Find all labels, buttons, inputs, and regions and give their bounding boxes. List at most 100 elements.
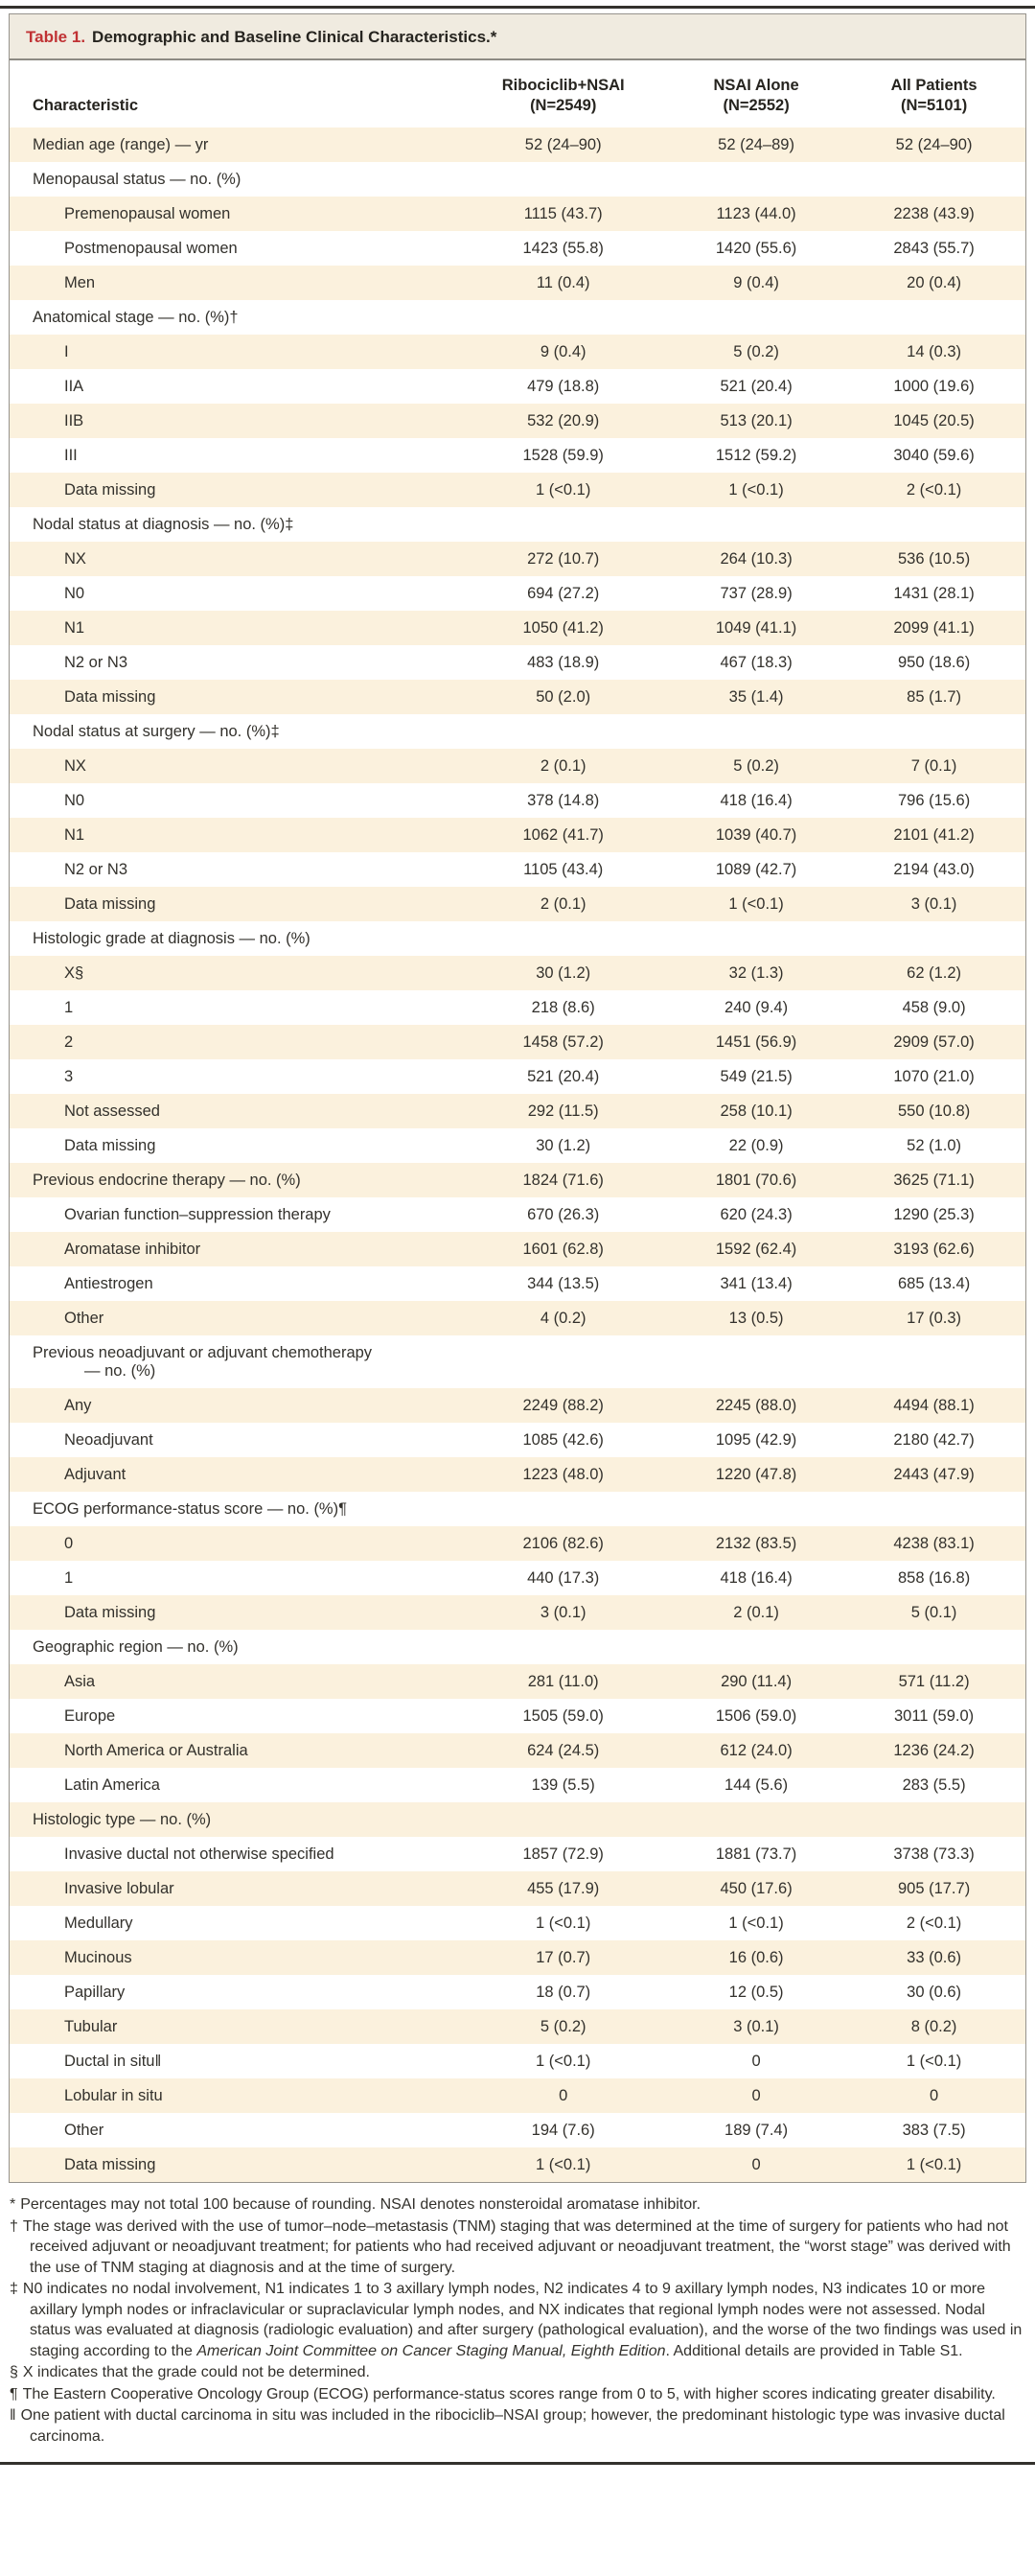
table-row: X§ 30 (1.2) 32 (1.3) 62 (1.2) [10,956,1025,991]
row-value: 4 (0.2) [540,1310,586,1328]
row-value: 1505 (59.0) [522,1707,604,1726]
column-header-line2: (N=5101) [900,97,968,115]
table-row: NX 272 (10.7) 264 (10.3) 536 (10.5) [10,542,1025,577]
row-value: 12 (0.5) [728,1984,784,2002]
row-value: 52 (1.0) [907,1137,962,1155]
row-value: 521 (20.4) [527,1068,600,1086]
row-label: N1 [64,826,85,845]
column-header-all-patients: All Patients (N=5101) [842,60,1025,128]
table-row: Lobular in situ 0 0 0 [10,2078,1025,2114]
row-label: Papillary [64,1984,126,2002]
bottom-rule [0,2462,1035,2466]
row-value: 2099 (41.1) [893,619,975,638]
table-body: Median age (range) — yr 52 (24–90) 52 (24–… [10,128,1025,2183]
row-value [456,1630,670,1664]
row-value: 2101 (41.2) [893,826,975,845]
row-value: 3 (0.1) [540,1604,586,1622]
table-row: Histologic type — no. (%) [10,1802,1025,1838]
column-header-line2: (N=2552) [723,97,790,115]
row-value: 290 (11.4) [721,1673,793,1691]
row-value [456,300,670,335]
row-value: 458 (9.0) [902,999,966,1017]
table-row: Latin America 139 (5.5) 144 (5.6) 283 (5.5) [10,1768,1025,1803]
row-value: 1 (<0.1) [536,1915,591,1933]
row-label: N0 [64,585,85,603]
row-value: 22 (0.9) [728,1137,784,1155]
row-value: 1115 (43.7) [523,205,603,223]
row-value: 549 (21.5) [720,1068,793,1086]
row-value: 1 (<0.1) [728,481,784,499]
row-value: 1512 (59.2) [715,447,797,465]
table-row: Data missing 1 (<0.1) 0 1 (<0.1) [10,2147,1025,2183]
table-row: 0 2106 (82.6) 2132 (83.5) 4238 (83.1) [10,1526,1025,1562]
table-row: Any 2249 (88.2) 2245 (88.0) 4494 (88.1) [10,1388,1025,1424]
table-number-label: Table 1. [26,28,86,46]
row-value: 796 (15.6) [897,792,971,810]
row-value: 52 (24–89) [718,136,794,154]
row-value: 1857 (72.9) [522,1845,604,1864]
table-row: N2 or N3 483 (18.9) 467 (18.3) 950 (18.6) [10,645,1025,681]
column-header-ribociclib-nsai: Ribociclib+NSAI (N=2549) [456,60,670,128]
row-label: Data missing [64,2156,156,2174]
row-value [842,1630,1025,1664]
row-value: 2238 (43.9) [893,205,975,223]
table-row: Men 11 (0.4) 9 (0.4) 20 (0.4) [10,266,1025,301]
row-label: Aromatase inhibitor [64,1241,201,1259]
row-value [456,507,670,542]
row-label: Any [64,1397,92,1415]
row-value: 1039 (40.7) [715,826,797,845]
table-row: Asia 281 (11.0) 290 (11.4) 571 (11.2) [10,1664,1025,1700]
row-label: Medullary [64,1915,133,1933]
row-value: 264 (10.3) [720,550,793,569]
column-header-nsai-alone: NSAI Alone (N=2552) [669,60,843,128]
row-value: 20 (0.4) [907,274,962,292]
row-value: 2909 (57.0) [893,1033,975,1052]
row-label: IIA [64,378,84,396]
row-value [842,1802,1025,1837]
row-value [842,162,1025,197]
row-value: 0 [751,2087,761,2105]
row-value: 30 (1.2) [536,964,591,983]
row-value: 17 (0.3) [907,1310,962,1328]
row-value: 418 (16.4) [720,792,793,810]
row-value: 571 (11.2) [898,1673,970,1691]
table-box: Table 1. Demographic and Baseline Clinica… [9,13,1026,2184]
table-row: III 1528 (59.9) 1512 (59.2) 3040 (59.6) [10,438,1025,474]
row-label: Premenopausal women [64,205,231,223]
footnote: † The stage was derived with the use of t… [10,2216,1024,2279]
row-value: 2 (<0.1) [906,1915,962,1933]
row-value: 483 (18.9) [527,654,600,672]
row-value: 2843 (55.7) [893,240,975,258]
row-label: Men [64,274,96,292]
table-row: North America or Australia 624 (24.5) 612 … [10,1733,1025,1769]
table-row: NX 2 (0.1) 5 (0.2) 7 (0.1) [10,749,1025,784]
row-value: 17 (0.7) [536,1949,591,1967]
row-label: ECOG performance-status score — no. (%)¶ [33,1500,347,1519]
row-label: III [64,447,78,465]
row-value [456,1335,670,1388]
row-label: Postmenopausal women [64,240,238,258]
row-value: 85 (1.7) [907,688,962,707]
row-value: 139 (5.5) [531,1776,595,1795]
row-label: Median age (range) — yr [33,136,209,154]
table-title-text: Demographic and Baseline Clinical Charac… [92,28,497,46]
row-label: 3 [64,1068,74,1086]
row-value: 1 (<0.1) [728,1915,784,1933]
row-value: 52 (24–90) [524,136,602,154]
row-value: 2249 (88.2) [522,1397,604,1415]
row-value: 1050 (41.2) [522,619,604,638]
row-value: 2194 (43.0) [893,861,975,879]
row-value: 1 (<0.1) [906,2156,962,2174]
table-row: Invasive ductal not otherwise specified 1… [10,1837,1025,1872]
row-value: 620 (24.3) [720,1206,793,1224]
row-value [456,921,670,956]
row-value: 9 (0.4) [540,343,586,361]
row-value: 52 (24–90) [895,136,973,154]
row-value: 1070 (21.0) [893,1068,975,1086]
table-row: Geographic region — no. (%) [10,1630,1025,1665]
row-label: Not assessed [64,1102,160,1121]
row-value: 0 [751,2156,761,2174]
column-header-line2: (N=2549) [530,97,597,115]
footnote-text: One patient with ductal carcinoma in sit… [20,2407,1005,2445]
row-label: X§ [64,964,84,983]
